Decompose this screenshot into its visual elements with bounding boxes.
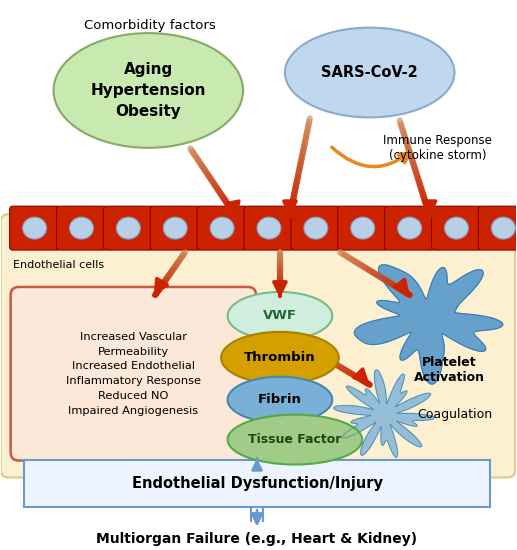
Text: Coagulation: Coagulation bbox=[417, 408, 492, 421]
Text: Fibrin: Fibrin bbox=[258, 393, 302, 406]
Ellipse shape bbox=[445, 217, 468, 239]
Ellipse shape bbox=[351, 217, 375, 239]
FancyBboxPatch shape bbox=[197, 206, 247, 250]
FancyBboxPatch shape bbox=[432, 206, 481, 250]
Text: SARS-CoV-2: SARS-CoV-2 bbox=[322, 65, 418, 80]
Text: Comorbidity factors: Comorbidity factors bbox=[84, 19, 216, 32]
Ellipse shape bbox=[210, 217, 234, 239]
Ellipse shape bbox=[69, 217, 94, 239]
Text: Immune Response
(cytokine storm): Immune Response (cytokine storm) bbox=[383, 134, 492, 162]
FancyBboxPatch shape bbox=[1, 214, 515, 477]
Text: Endothelial Dysfunction/Injury: Endothelial Dysfunction/Injury bbox=[131, 476, 383, 491]
FancyBboxPatch shape bbox=[291, 206, 341, 250]
Ellipse shape bbox=[23, 217, 47, 239]
FancyBboxPatch shape bbox=[103, 206, 153, 250]
FancyBboxPatch shape bbox=[10, 206, 59, 250]
FancyBboxPatch shape bbox=[24, 460, 491, 508]
Text: Aging
Hypertension
Obesity: Aging Hypertension Obesity bbox=[90, 62, 206, 119]
Ellipse shape bbox=[221, 332, 339, 384]
FancyBboxPatch shape bbox=[478, 206, 517, 250]
Ellipse shape bbox=[54, 33, 243, 148]
FancyBboxPatch shape bbox=[150, 206, 200, 250]
FancyBboxPatch shape bbox=[338, 206, 388, 250]
Ellipse shape bbox=[491, 217, 515, 239]
Ellipse shape bbox=[285, 28, 454, 117]
FancyBboxPatch shape bbox=[244, 206, 294, 250]
Ellipse shape bbox=[304, 217, 328, 239]
FancyBboxPatch shape bbox=[385, 206, 434, 250]
Text: Endothelial cells: Endothelial cells bbox=[12, 260, 104, 270]
FancyBboxPatch shape bbox=[56, 206, 107, 250]
Text: Platelet
Activation: Platelet Activation bbox=[414, 356, 485, 384]
Polygon shape bbox=[333, 370, 434, 457]
Ellipse shape bbox=[227, 292, 332, 340]
Text: Thrombin: Thrombin bbox=[244, 351, 316, 364]
Ellipse shape bbox=[163, 217, 187, 239]
Text: Tissue Factor: Tissue Factor bbox=[248, 433, 342, 446]
Text: Increased Vascular
Permeability
Increased Endothelial
Inflammatory Response
Redu: Increased Vascular Permeability Increase… bbox=[66, 332, 201, 416]
Text: Multiorgan Failure (e.g., Heart & Kidney): Multiorgan Failure (e.g., Heart & Kidney… bbox=[97, 532, 418, 546]
FancyBboxPatch shape bbox=[11, 287, 256, 460]
Text: VWF: VWF bbox=[263, 310, 297, 322]
Ellipse shape bbox=[257, 217, 281, 239]
FancyArrowPatch shape bbox=[332, 147, 409, 167]
Polygon shape bbox=[354, 265, 503, 384]
Ellipse shape bbox=[227, 415, 362, 465]
Ellipse shape bbox=[116, 217, 140, 239]
Ellipse shape bbox=[398, 217, 421, 239]
Ellipse shape bbox=[227, 377, 332, 422]
